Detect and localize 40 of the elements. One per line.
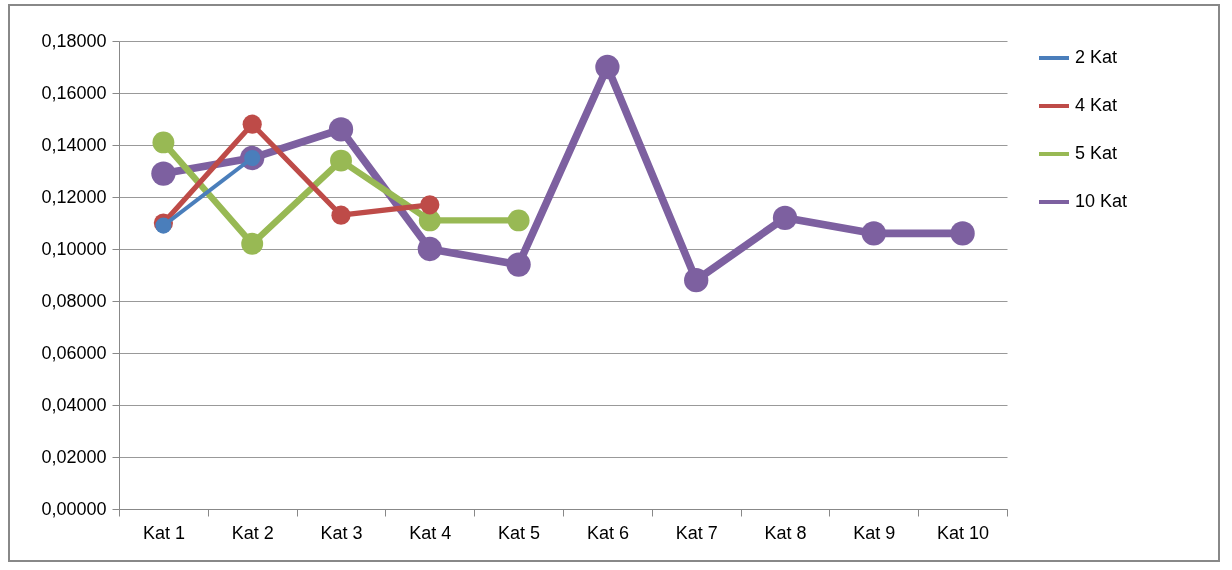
y-tick-label: 0,08000 xyxy=(41,290,107,311)
x-tick-label: Kat 3 xyxy=(320,522,363,543)
x-tick-label: Kat 8 xyxy=(764,522,807,543)
point xyxy=(328,117,354,142)
y-tick-label: 0,10000 xyxy=(41,238,107,259)
y-tick-label: 0,14000 xyxy=(41,134,107,155)
y-tick-label: 0,00000 xyxy=(41,498,107,519)
x-tick-label: Kat 9 xyxy=(853,522,896,543)
point xyxy=(684,268,709,293)
y-tick-label: 0,18000 xyxy=(41,30,107,51)
x-tick-label: Kat 6 xyxy=(586,522,629,543)
x-tick-label: Kat 1 xyxy=(142,522,185,543)
point xyxy=(152,131,175,154)
point xyxy=(506,252,531,277)
point xyxy=(950,221,975,246)
y-tick-label: 0,06000 xyxy=(41,342,107,363)
legend-label: 5 Kat xyxy=(1075,143,1118,163)
legend-label: 2 Kat xyxy=(1075,47,1118,67)
point xyxy=(331,205,351,225)
y-tick-label: 0,16000 xyxy=(41,82,107,103)
point xyxy=(772,205,798,230)
y-tick-label: 0,02000 xyxy=(41,446,107,467)
point xyxy=(241,232,264,255)
y-tick-label: 0,04000 xyxy=(41,394,107,415)
point xyxy=(242,114,262,134)
legend-label: 10 Kat xyxy=(1075,191,1128,211)
point xyxy=(507,209,530,232)
x-tick-label: Kat 10 xyxy=(937,522,990,543)
legend-label: 4 Kat xyxy=(1075,95,1118,115)
x-tick-label: Kat 2 xyxy=(231,522,274,543)
point xyxy=(595,54,620,80)
point xyxy=(420,195,440,215)
point xyxy=(861,221,886,246)
x-tick-label: Kat 5 xyxy=(498,522,541,543)
point xyxy=(151,161,176,186)
point xyxy=(330,149,352,172)
point xyxy=(417,236,442,262)
x-tick-label: Kat 7 xyxy=(675,522,718,543)
y-tick-label: 0,12000 xyxy=(41,186,107,207)
x-tick-label: Kat 4 xyxy=(409,522,452,543)
